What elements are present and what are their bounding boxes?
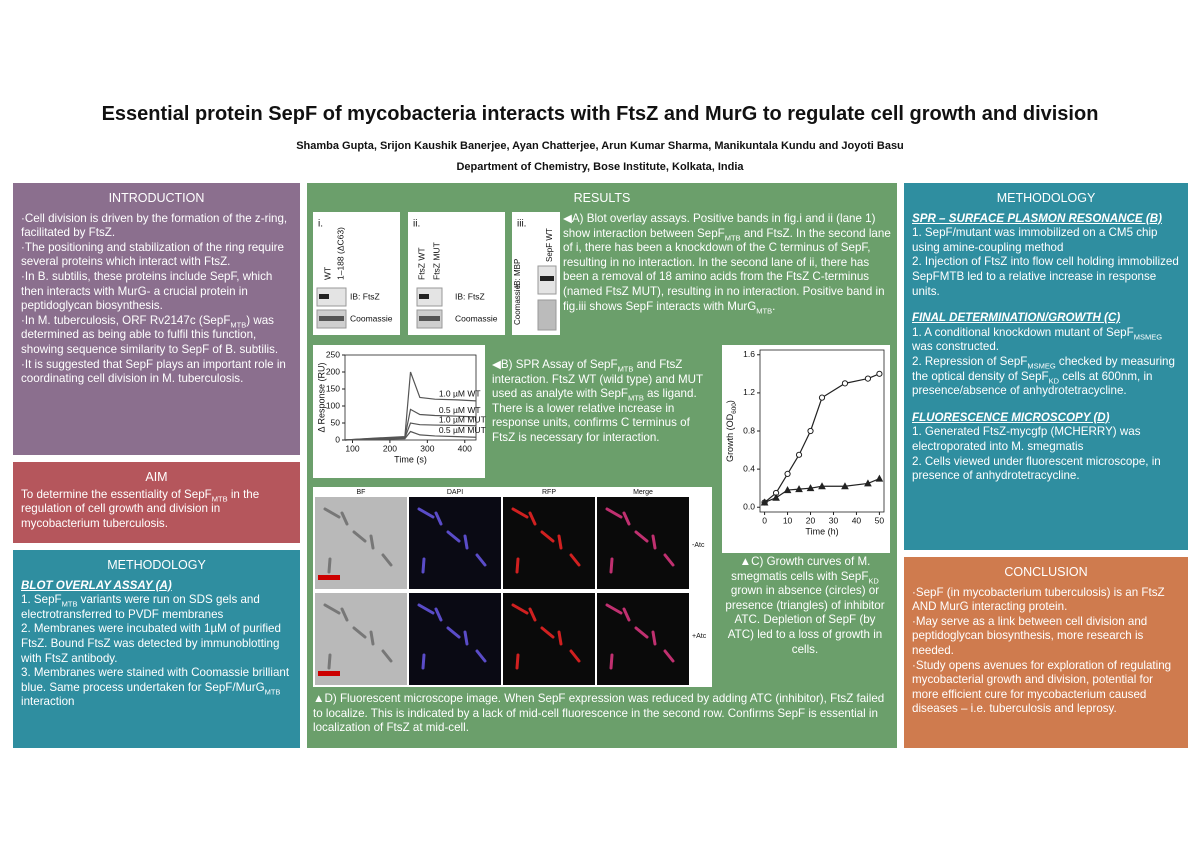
text: 2. Injection of FtsZ into flow cell hold…	[912, 255, 1179, 298]
subscript: MTB	[264, 687, 281, 697]
list-item: 1. A conditional knockdown mutant of Sep…	[912, 326, 1180, 355]
list: Cell division is driven by the formation…	[21, 212, 292, 387]
list-item: In M. tuberculosis, ORF Rv2147c (SepFMTB…	[21, 314, 292, 358]
text: variants were run on SDS gels and electr…	[21, 593, 260, 621]
text: 2. Cells viewed under fluorescent micros…	[912, 454, 1161, 483]
text: 1. SepF/mutant was immobilized on a CM5 …	[912, 226, 1158, 254]
text: In B. subtilis, these proteins include S…	[21, 269, 273, 313]
subscript: MTB	[617, 364, 634, 374]
list-item: It is suggested that SepF plays an impor…	[21, 358, 292, 387]
text: was constructed.	[912, 340, 999, 354]
methodology-panel: METHODOLOGY SPR – SURFACE PLASMON RESONA…	[904, 183, 1188, 550]
text: The positioning and stabilization of the…	[21, 240, 284, 269]
paragraph: To determine the essentiality of SepFMTB…	[21, 488, 292, 532]
heading: RESULTS	[573, 191, 631, 205]
list: 1. Generated FtsZ-mycgfp (MCHERRY) was e…	[912, 425, 1180, 483]
caption: A) Blot overlay assays. Positive bands i…	[563, 212, 893, 314]
subscript: KD	[1048, 375, 1060, 385]
list-item: 2. Injection of FtsZ into flow cell hold…	[912, 255, 1180, 299]
text: 2. Repression of SepF	[912, 354, 1028, 368]
heading: METHODOLOGY	[107, 558, 206, 572]
text: Study opens avenues for exploration of r…	[912, 658, 1172, 716]
subscript: KD	[868, 575, 879, 585]
text: 2. Membranes were incubated with 1µM of …	[21, 622, 281, 665]
introduction-panel: INTRODUCTION Cell division is driven by …	[13, 183, 300, 455]
caption: D) Fluorescent microscope image. When Se…	[313, 692, 888, 736]
text: ) was determined as being able to fulfil…	[21, 313, 279, 356]
affiliation: Department of Chemistry, Bose Institute,…	[456, 161, 744, 173]
subheading: FLUORESCENCE MICROSCOPY (D)	[912, 410, 1110, 424]
section: FINAL DETERMINATION/GROWTH (C) 1. A condi…	[912, 311, 1180, 399]
conclusion-panel: CONCLUSION SepF (in mycobacterium tuberc…	[904, 557, 1188, 748]
list: 1. A conditional knockdown mutant of Sep…	[912, 326, 1180, 399]
methodology-panel: METHODOLOGY BLOT OVERLAY ASSAY (A) 1. Se…	[13, 550, 300, 748]
heading: INTRODUCTION	[108, 191, 205, 205]
subscript: MTB	[724, 232, 741, 242]
heading: CONCLUSION	[1004, 565, 1088, 579]
text: D) Fluorescent microscope image. When Se…	[313, 692, 885, 735]
list-item: 2. Repression of SepFMSMEG checked by me…	[912, 355, 1180, 399]
list-item: SepF (in mycobacterium tuberculosis) is …	[912, 586, 1180, 615]
list-item: Cell division is driven by the formation…	[21, 212, 292, 241]
text: A) Blot overlay assays. Positive bands i…	[563, 212, 876, 240]
sections: SPR – SURFACE PLASMON RESONANCE (B) 1. Se…	[912, 212, 1180, 484]
text: checked by measuring the optical density…	[912, 354, 1175, 383]
subscript: MTB	[230, 320, 247, 330]
text: C) Growth curves of M. smegmatis cells w…	[731, 555, 871, 583]
subscript: MTB	[627, 393, 644, 403]
list: SepF (in mycobacterium tuberculosis) is …	[912, 586, 1180, 717]
text: SepF (in mycobacterium tuberculosis) is …	[912, 585, 1165, 614]
heading: AIM	[145, 470, 168, 484]
list-item: In B. subtilis, these proteins include S…	[21, 270, 292, 314]
section: FLUORESCENCE MICROSCOPY (D) 1. Generated …	[912, 411, 1180, 484]
subscript: MSMEG	[1133, 332, 1163, 342]
text: 3. Membranes were stained with Coomassie…	[21, 666, 290, 694]
text: B) SPR Assay of SepF	[500, 358, 618, 371]
subscript: MSMEG	[1027, 361, 1056, 371]
text: cells at 600nm, in presence/absence of a…	[912, 369, 1153, 398]
list-item: The positioning and stabilization of the…	[21, 241, 292, 270]
section: SPR – SURFACE PLASMON RESONANCE (B) 1. Se…	[912, 212, 1180, 300]
list-item: 3. Membranes were stained with Coomassie…	[21, 666, 292, 710]
subheading: FINAL DETERMINATION/GROWTH (C)	[912, 311, 1121, 325]
text: in the regulation of cell growth and div…	[21, 487, 260, 530]
text: and FtsZ. In the second lane of i, there…	[563, 226, 891, 313]
title: Essential protein SepF of mycobacteria i…	[101, 103, 1099, 125]
text: and FtsZ interaction. FtsZ WT (wild type…	[492, 358, 703, 401]
caption: B) SPR Assay of SepFMTB and FtsZ interac…	[492, 358, 714, 446]
text: It is suggested that SepF plays an impor…	[21, 357, 286, 386]
list-item: 1. SepFMTB variants were run on SDS gels…	[21, 593, 292, 622]
text: To determine the essentiality of SepF	[21, 487, 212, 501]
list-item: 2. Membranes were incubated with 1µM of …	[21, 622, 292, 666]
subscript: MTB	[61, 599, 78, 609]
text: .	[772, 299, 776, 313]
text: as ligand. There is a lower relative inc…	[492, 387, 697, 444]
heading: METHODOLOGY	[996, 191, 1096, 205]
subheading: BLOT OVERLAY ASSAY (A)	[21, 578, 172, 592]
list-item: Study opens avenues for exploration of r…	[912, 659, 1180, 717]
subscript: MTB	[211, 493, 228, 503]
text: Cell division is driven by the formation…	[21, 211, 288, 240]
list-item: May serve as a link between cell divisio…	[912, 615, 1180, 659]
text: 1. Generated FtsZ-mycgfp (MCHERRY) was e…	[912, 425, 1141, 453]
text: grown in absence (circles) or presence (…	[725, 584, 885, 656]
list-item: 1. Generated FtsZ-mycgfp (MCHERRY) was e…	[912, 425, 1180, 454]
text: 1. A conditional knockdown mutant of Sep…	[912, 325, 1134, 339]
list: 1. SepFMTB variants were run on SDS gels…	[21, 593, 292, 710]
text: May serve as a link between cell divisio…	[912, 614, 1148, 657]
aim-panel: AIM To determine the essentiality of Sep…	[13, 462, 300, 543]
list-item: 2. Cells viewed under fluorescent micros…	[912, 455, 1180, 484]
text: 1. SepF	[21, 593, 62, 607]
text: interaction	[21, 695, 75, 709]
list-item: 1. SepF/mutant was immobilized on a CM5 …	[912, 226, 1180, 255]
list: 1. SepF/mutant was immobilized on a CM5 …	[912, 226, 1180, 299]
subheading: SPR – SURFACE PLASMON RESONANCE (B)	[912, 211, 1162, 225]
text: In M. tuberculosis, ORF Rv2147c (SepF	[24, 313, 231, 327]
subscript: MTB	[756, 305, 773, 315]
authors: Shamba Gupta, Srijon Kaushik Banerjee, A…	[296, 140, 904, 152]
caption: C) Growth curves of M. smegmatis cells w…	[722, 555, 888, 657]
